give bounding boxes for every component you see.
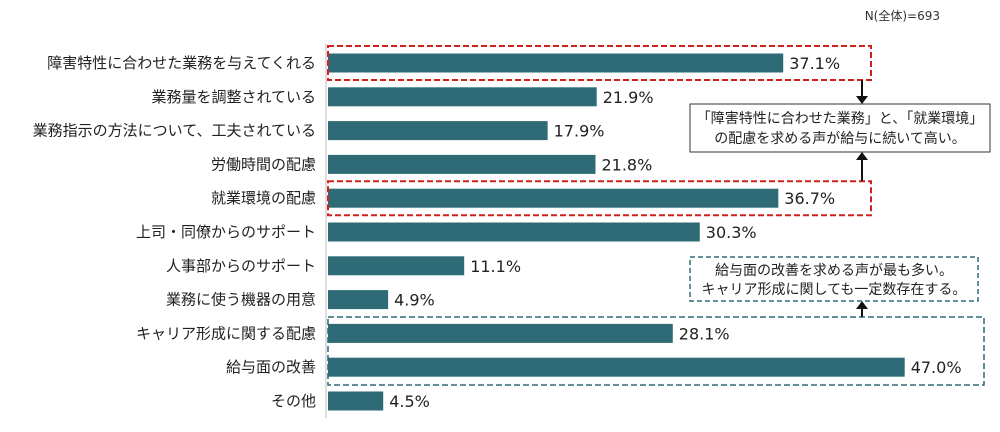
value-label: 30.3% bbox=[706, 223, 757, 242]
bar bbox=[328, 357, 905, 377]
callout-text: 「障害特性に合わせた業務」と、「就業環境」 bbox=[697, 111, 983, 127]
bar bbox=[328, 222, 700, 242]
category-label: 労働時間の配慮 bbox=[211, 155, 316, 173]
value-label: 4.5% bbox=[389, 392, 430, 411]
highlight-box-teal bbox=[327, 316, 985, 386]
value-label: 36.7% bbox=[784, 189, 835, 208]
arrow-down-icon bbox=[856, 96, 868, 104]
value-label: 4.9% bbox=[394, 291, 435, 310]
bar bbox=[328, 290, 389, 310]
bar bbox=[328, 391, 384, 411]
bars-group: 障害特性に合わせた業務を与えてくれる 37.1% 業務量を調整されている 21.9% 業… bbox=[33, 53, 962, 411]
bar bbox=[328, 87, 597, 107]
category-label: 給与面の改善 bbox=[226, 358, 316, 376]
highlight-box-red bbox=[327, 45, 872, 81]
bar bbox=[328, 188, 779, 208]
callout-text: 給与面の改善を求める声が最も多い。 bbox=[715, 262, 953, 279]
category-label: 業務指示の方法について、工夫されている bbox=[33, 122, 316, 140]
highlight-box-red bbox=[327, 180, 872, 217]
bar bbox=[328, 121, 548, 141]
value-label: 21.9% bbox=[603, 88, 654, 107]
category-label: キャリア形成に関する配慮 bbox=[136, 324, 316, 342]
bar bbox=[328, 154, 596, 174]
callouts-group: 「障害特性に合わせた業務」と、「就業環境」の配慮を求める声が給与に続いて高い。給… bbox=[689, 80, 991, 317]
category-label: 業務量を調整されている bbox=[151, 88, 316, 106]
callout-text: の配慮を求める声が給与に続いて高い。 bbox=[714, 130, 966, 147]
category-label: 障害特性に合わせた業務を与えてくれる bbox=[47, 54, 316, 72]
arrow-up-icon bbox=[856, 301, 868, 309]
category-label: その他 bbox=[271, 392, 316, 410]
bar bbox=[328, 323, 673, 343]
arrow-up-icon bbox=[856, 152, 868, 160]
bar bbox=[328, 53, 784, 73]
value-label: 21.8% bbox=[601, 155, 652, 174]
callout-box bbox=[689, 256, 979, 302]
callout-box bbox=[689, 103, 991, 153]
value-label: 28.1% bbox=[679, 324, 730, 343]
bar bbox=[328, 256, 465, 276]
highlight-boxes bbox=[327, 45, 985, 386]
value-label: 37.1% bbox=[789, 54, 840, 73]
category-label: 上司・同僚からのサポート bbox=[136, 223, 316, 241]
category-label: 人事部からのサポート bbox=[166, 257, 316, 275]
value-label: 11.1% bbox=[470, 257, 521, 276]
callout-text: キャリア形成に関しても一定数存在する。 bbox=[702, 282, 967, 298]
sample-size-note: N(全体)=693 bbox=[865, 8, 940, 23]
category-label: 就業環境の配慮 bbox=[211, 189, 316, 207]
value-label: 47.0% bbox=[911, 358, 962, 377]
value-label: 17.9% bbox=[554, 122, 605, 141]
category-label: 業務に使う機器の用意 bbox=[166, 291, 316, 309]
